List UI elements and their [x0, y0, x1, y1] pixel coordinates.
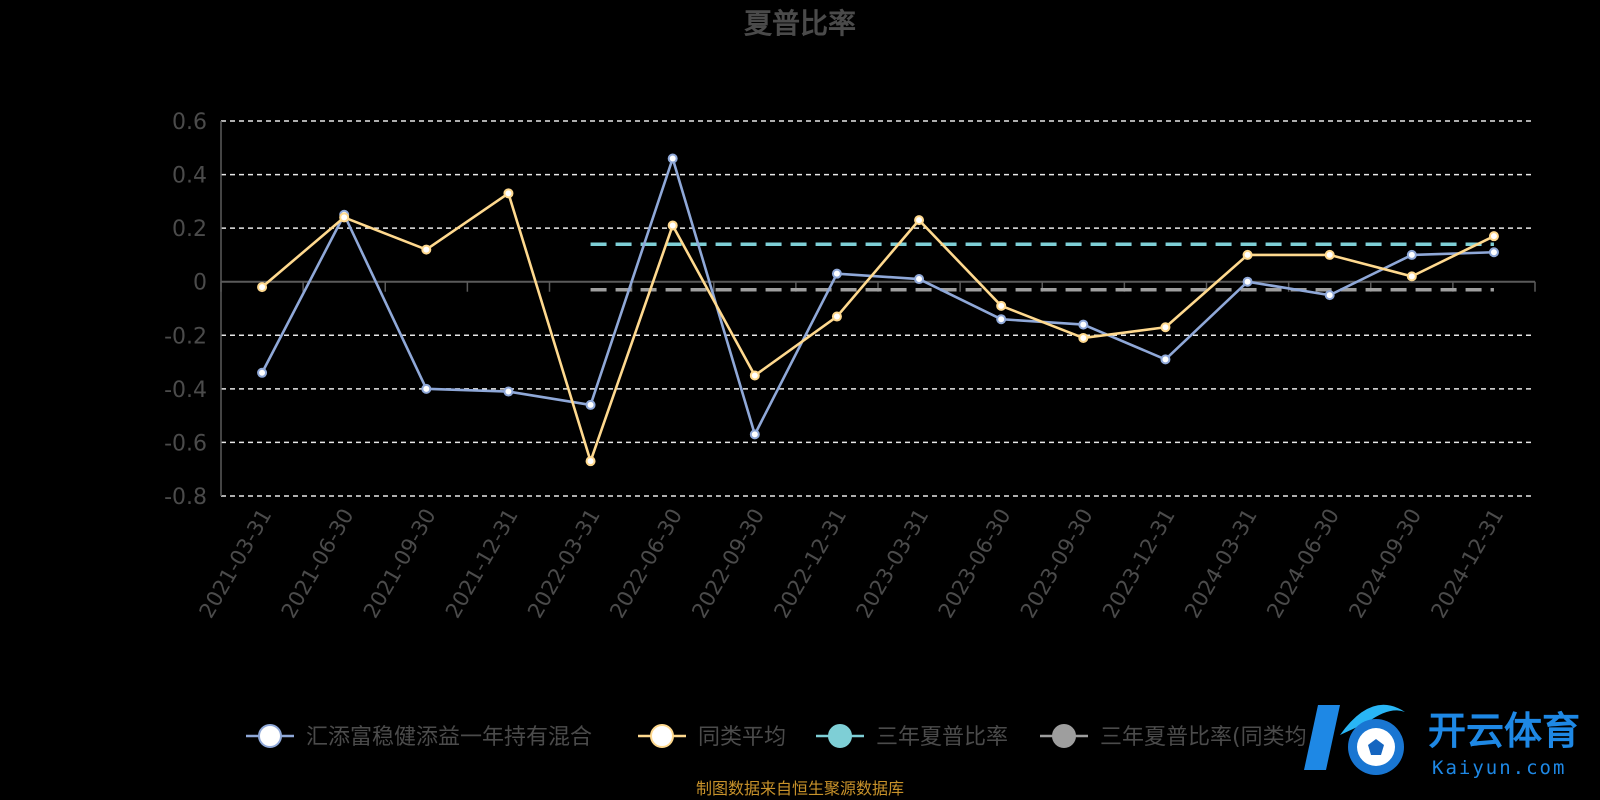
series-point[interactable]: [1242, 249, 1253, 260]
series-point[interactable]: [1160, 354, 1171, 365]
series-point[interactable]: [1078, 332, 1089, 343]
x-tick-label: 2024-09-30: [1344, 505, 1426, 623]
series-point[interactable]: [257, 367, 268, 378]
logo-en-text: Kaiyun.com: [1432, 757, 1566, 779]
series-point[interactable]: [996, 300, 1007, 311]
y-tick-label: -0.4: [164, 378, 207, 403]
x-tick-label: 2024-03-31: [1180, 505, 1262, 623]
x-tick-label: 2021-09-30: [359, 505, 441, 623]
grid-layer: [221, 120, 1535, 497]
series-line: [260, 157, 1494, 436]
series-point[interactable]: [831, 311, 842, 322]
legend-marker[interactable]: [650, 724, 674, 748]
kaiyun-logo: 开云体育 Kaiyun.com: [1304, 704, 1580, 779]
legend-label[interactable]: 三年夏普比率: [876, 725, 1008, 750]
series-point[interactable]: [1488, 247, 1499, 258]
series-point[interactable]: [914, 215, 925, 226]
series-point[interactable]: [585, 399, 596, 410]
y-tick-label: -0.8: [164, 485, 207, 510]
x-tick-label: 2022-06-30: [605, 505, 687, 623]
series-point[interactable]: [1324, 249, 1335, 260]
legend-marker[interactable]: [258, 724, 282, 748]
series-point[interactable]: [1160, 322, 1171, 333]
y-tick-label: 0.2: [172, 217, 207, 242]
series-line: [261, 192, 1495, 463]
series-point[interactable]: [1406, 249, 1417, 260]
series-point[interactable]: [339, 212, 350, 223]
legend-marker[interactable]: [828, 724, 852, 748]
series-point[interactable]: [257, 282, 268, 293]
y-tick-label: 0.6: [172, 110, 207, 135]
series-point[interactable]: [421, 383, 432, 394]
x-tick-label: 2023-03-31: [852, 505, 934, 623]
series-point[interactable]: [914, 274, 925, 285]
series-point[interactable]: [503, 188, 514, 199]
x-tick-label: 2023-12-31: [1098, 505, 1180, 623]
series-point[interactable]: [1242, 276, 1253, 287]
x-tick-label: 2021-12-31: [441, 505, 523, 623]
series-point[interactable]: [585, 456, 596, 467]
legend-marker[interactable]: [1052, 724, 1076, 748]
x-tick-label: 2023-09-30: [1016, 505, 1098, 623]
y-tick-label: 0.4: [172, 164, 207, 189]
x-tick-label: 2022-12-31: [769, 505, 851, 623]
series-point[interactable]: [996, 314, 1007, 325]
legend-label[interactable]: 同类平均: [698, 725, 786, 750]
y-tick-label: 0: [193, 271, 207, 296]
series-point[interactable]: [1078, 319, 1089, 330]
x-tick-label: 2024-12-31: [1426, 505, 1508, 623]
series-point[interactable]: [421, 244, 432, 255]
y-tick-label: -0.6: [164, 431, 207, 456]
x-tick-label: 2021-06-30: [277, 505, 359, 623]
series-point[interactable]: [667, 153, 678, 164]
series-point[interactable]: [749, 429, 760, 440]
legend-label[interactable]: 汇添富稳健添益一年持有混合: [306, 725, 592, 750]
x-tick-label: 2023-06-30: [934, 505, 1016, 623]
series-point[interactable]: [1324, 290, 1335, 301]
series-point[interactable]: [1488, 231, 1499, 242]
x-tick-label: 2022-03-31: [523, 505, 605, 623]
source-note: 制图数据来自恒生聚源数据库: [696, 779, 904, 798]
series-point[interactable]: [503, 386, 514, 397]
series-point[interactable]: [831, 268, 842, 279]
series-point[interactable]: [1406, 271, 1417, 282]
y-tick-label: -0.2: [164, 324, 207, 349]
series-layer: [257, 153, 1499, 467]
x-tick-label: 2022-09-30: [687, 505, 769, 623]
x-tick-label: 2021-03-31: [195, 505, 277, 623]
x-tick-label: 2024-06-30: [1262, 505, 1344, 623]
legend: 汇添富稳健添益一年持有混合 同类平均 三年夏普比率 三年夏普比率(同类均: [246, 724, 1307, 750]
legend-label[interactable]: 三年夏普比率(同类均: [1100, 725, 1307, 750]
series-point[interactable]: [667, 220, 678, 231]
chart-title: 夏普比率: [744, 7, 856, 40]
series-point[interactable]: [749, 370, 760, 381]
logo-cn-text: 开云体育: [1428, 709, 1580, 753]
